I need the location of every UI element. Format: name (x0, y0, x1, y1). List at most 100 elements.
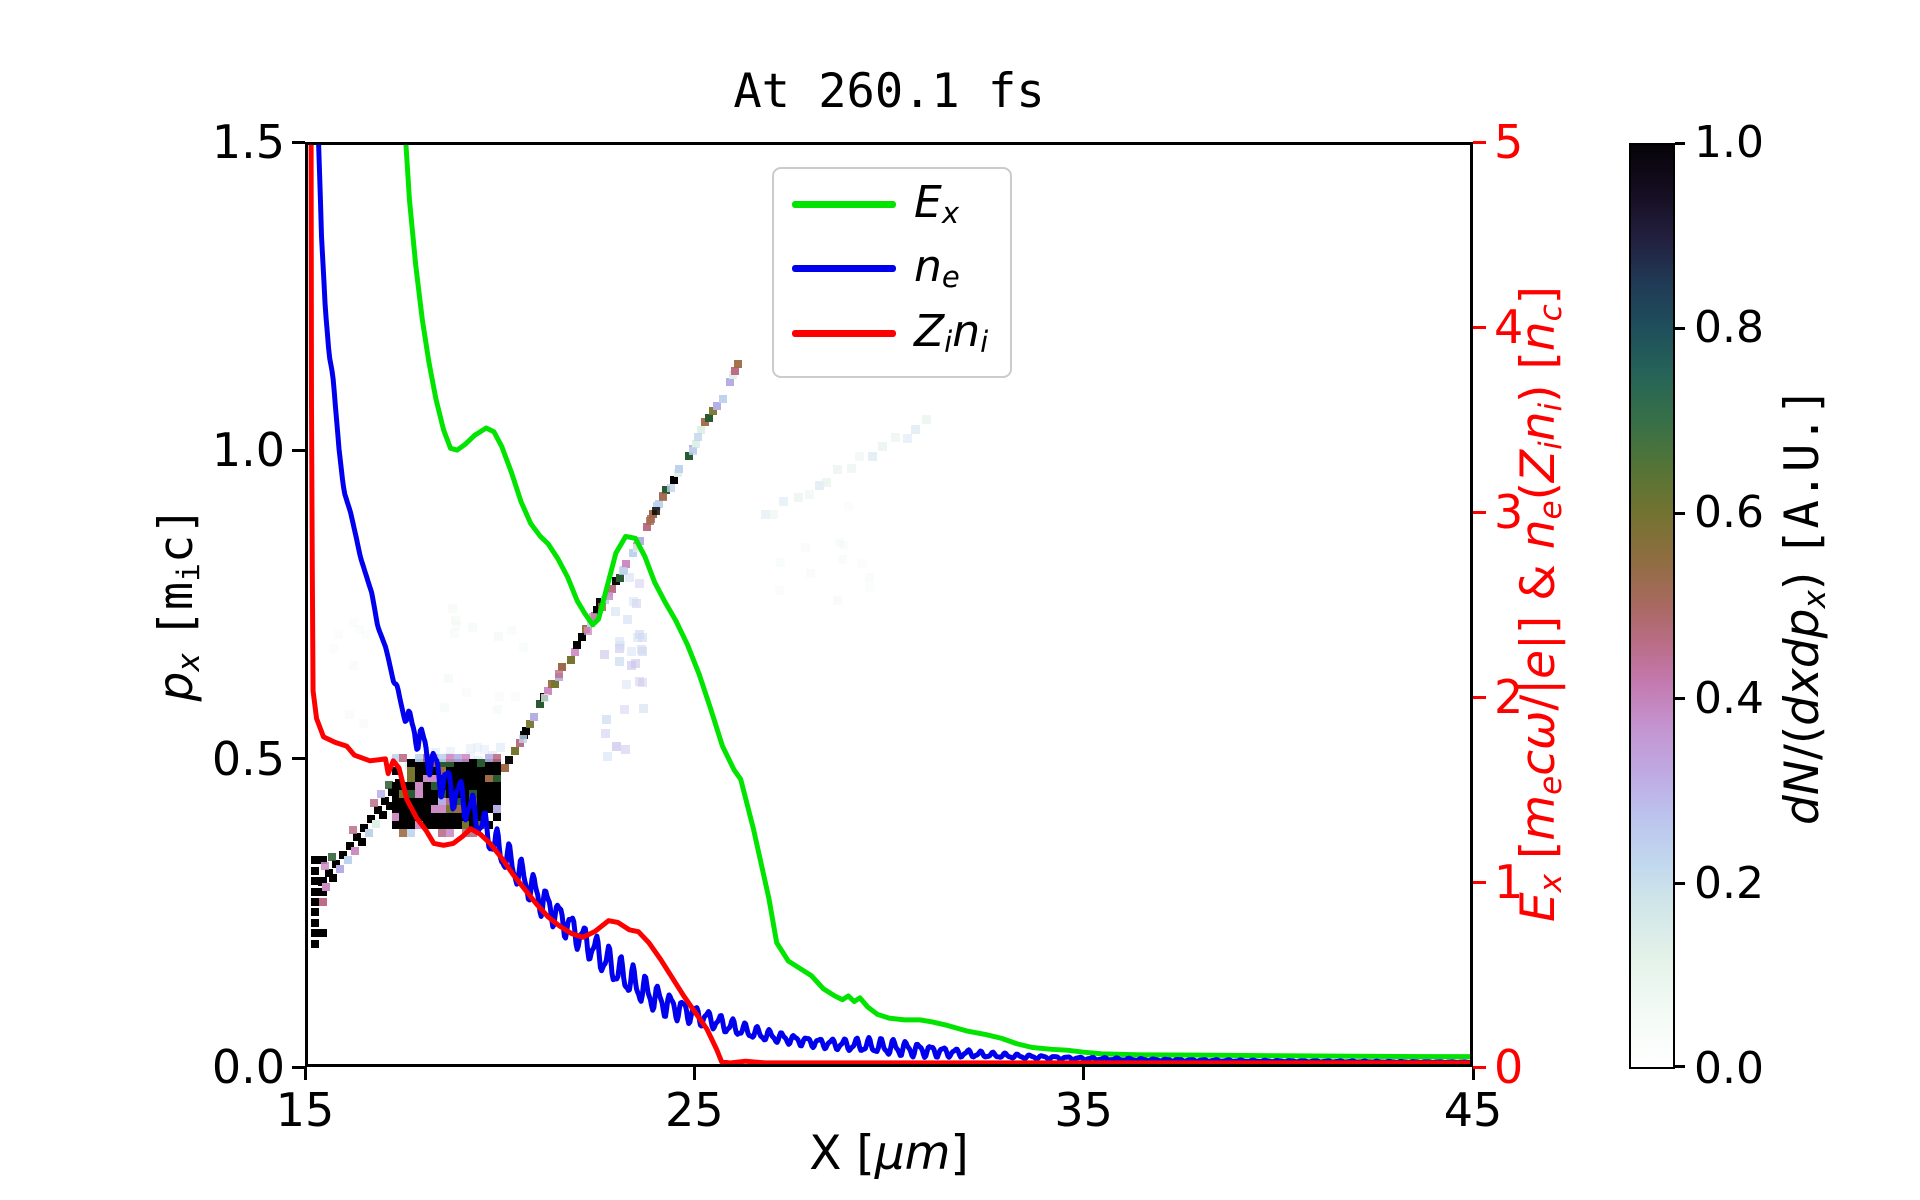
heatmap-cell (675, 465, 683, 474)
y-left-tick (292, 757, 305, 761)
heatmap-cell (414, 782, 423, 791)
heatmap-cell (318, 929, 327, 938)
heatmap-cell (626, 647, 636, 657)
heatmap-cell (599, 650, 609, 660)
heatmap-cell (632, 599, 642, 609)
heatmap-cell (511, 747, 520, 756)
heatmap-cell (637, 646, 647, 656)
heatmap-cell (519, 734, 528, 743)
heatmap-cell (391, 766, 400, 775)
heatmap-cell (451, 620, 461, 630)
heatmap-cell (446, 805, 455, 814)
heatmap-cell (461, 753, 470, 762)
heatmap-cell (633, 543, 642, 552)
heatmap-cell (438, 753, 447, 762)
y-right-tick-label: 3 (1494, 485, 1524, 539)
heatmap-cell (349, 826, 358, 835)
heatmap-cell (469, 766, 478, 775)
y-right-tick-label: 0 (1494, 1040, 1524, 1094)
heatmap-cell (760, 509, 770, 519)
heatmap-cell (311, 887, 319, 896)
heatmap-cell (500, 763, 509, 772)
curve-Ex (403, 145, 1470, 1060)
heatmap-cell (430, 782, 439, 791)
heatmap-cell (378, 811, 387, 820)
heatmap-cell (360, 824, 369, 833)
heatmap-cell (407, 797, 416, 806)
heatmap-cell (461, 789, 470, 798)
heatmap-cell (446, 753, 455, 762)
heatmap-cell (494, 691, 504, 701)
heatmap-cell (329, 644, 339, 654)
x-tick (692, 1067, 696, 1080)
legend-line-sample (792, 265, 896, 272)
heatmap-cell (485, 805, 494, 814)
heatmap-cell (311, 856, 319, 865)
heatmap-cell (615, 573, 624, 582)
heatmap-cell (485, 753, 494, 762)
heatmap-cell (922, 414, 932, 424)
heatmap-cell (768, 509, 778, 519)
heatmap-cell (449, 628, 459, 638)
heatmap-cell (492, 758, 501, 767)
heatmap-cell (535, 700, 544, 709)
heatmap-cell (391, 789, 400, 798)
heatmap-cell (634, 677, 644, 687)
heatmap-cell (414, 812, 423, 821)
heatmap-cell (399, 812, 408, 821)
heatmap-cell (327, 853, 336, 862)
y-left-tick-label: 1.0 (211, 423, 285, 478)
heatmap-cell (618, 567, 627, 576)
colorbar-label: dN/(dxdpx) [A.U.] (1775, 387, 1833, 825)
heatmap-cell (438, 805, 447, 814)
heatmap-cell (477, 766, 486, 775)
heatmap-cell (857, 559, 867, 569)
heatmap-cell (438, 812, 447, 821)
heatmap-cell (336, 864, 345, 873)
heatmap-cell (311, 877, 319, 886)
heatmap-cell (311, 908, 319, 917)
heatmap-cell (461, 782, 470, 791)
heatmap-cell (318, 897, 327, 906)
heatmap-cell (453, 820, 462, 829)
heatmap-cell (370, 799, 379, 808)
heatmap-cell (615, 636, 625, 646)
legend-line-sample (792, 201, 896, 208)
heatmap-cell (689, 447, 698, 456)
heatmap-cell (492, 782, 501, 791)
heatmap-cell (837, 555, 847, 565)
heatmap-cell (320, 862, 329, 871)
heatmap-cell (367, 815, 376, 824)
heatmap-cell (371, 820, 380, 829)
heatmap-cell (504, 756, 513, 765)
heatmap-cell (399, 805, 408, 814)
heatmap-cell (414, 797, 423, 806)
heatmap-cell (446, 812, 455, 821)
heatmap-cell (430, 820, 439, 829)
heatmap-cell (622, 679, 632, 689)
heatmap-cell (638, 678, 648, 687)
heatmap-cell (407, 758, 416, 767)
heatmap-cell (544, 687, 553, 696)
heatmap-cell (343, 855, 352, 864)
heatmap-cell (654, 499, 663, 508)
x-tick-label: 15 (275, 1083, 335, 1137)
heatmap-cell (567, 655, 576, 664)
y-right-tick-label: 5 (1494, 115, 1524, 169)
heatmap-cell (801, 543, 811, 553)
heatmap-cell (492, 704, 502, 714)
heatmap-cell (438, 820, 447, 829)
y-left-tick (292, 448, 305, 452)
heatmap-cell (622, 615, 632, 625)
heatmap-cell (349, 660, 359, 670)
heatmap-cell (693, 433, 702, 442)
heatmap-cell (438, 797, 447, 806)
heatmap-cell (477, 789, 486, 798)
colorbar-tick-label: 0.2 (1694, 857, 1764, 909)
heatmap-cell (465, 744, 475, 754)
heatmap-cell (602, 752, 612, 762)
y-left-tick (292, 1065, 305, 1069)
heatmap-cell (407, 789, 416, 798)
legend-label: Ex (914, 177, 959, 231)
heatmap-cell (324, 868, 333, 877)
